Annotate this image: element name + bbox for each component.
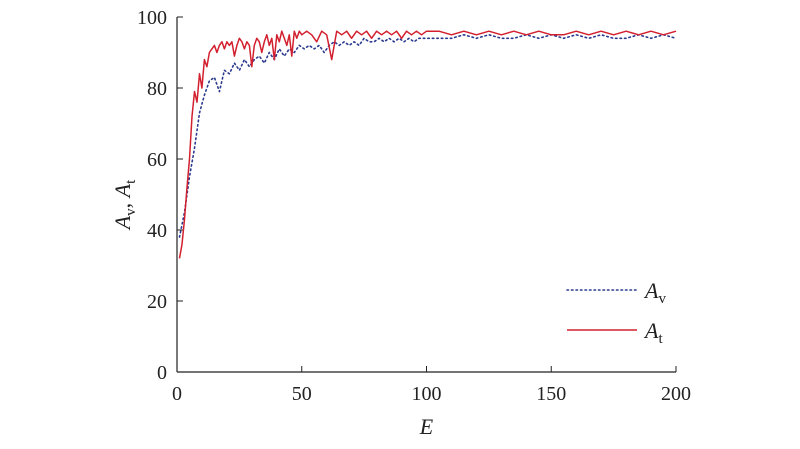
x-tick-label: 50 xyxy=(292,383,312,405)
y-label-sub: t xyxy=(123,179,139,184)
legend-label-av: Av xyxy=(643,278,666,307)
x-tick-label: 200 xyxy=(661,383,691,405)
y-label-sep: , xyxy=(110,197,135,208)
y-tick-label: 80 xyxy=(147,78,167,100)
legend: Av At xyxy=(566,278,666,347)
series-line-av xyxy=(178,33,677,238)
legend-label-at: At xyxy=(643,318,663,347)
x-tick-label: 100 xyxy=(412,383,442,405)
x-tick-label: 150 xyxy=(536,383,566,405)
y-tick-label: 0 xyxy=(157,362,167,384)
y-tick-label: 60 xyxy=(147,149,167,171)
series-line-at xyxy=(178,30,677,259)
y-label-sub: v xyxy=(123,208,139,216)
y-tick-label: 100 xyxy=(137,7,167,29)
x-tick-label: 0 xyxy=(172,383,182,405)
y-tick-label: 20 xyxy=(147,291,167,313)
y-tick-label: 40 xyxy=(147,220,167,242)
ticks: 0 50 100 150 200 0 20 40 60 80 100 xyxy=(137,7,691,405)
series xyxy=(178,30,677,259)
axes xyxy=(176,17,676,373)
y-label-main: A xyxy=(110,183,135,199)
x-axis-label: E xyxy=(419,414,434,439)
y-label-main: A xyxy=(110,215,135,231)
y-axis-label: Av, At xyxy=(110,179,139,231)
